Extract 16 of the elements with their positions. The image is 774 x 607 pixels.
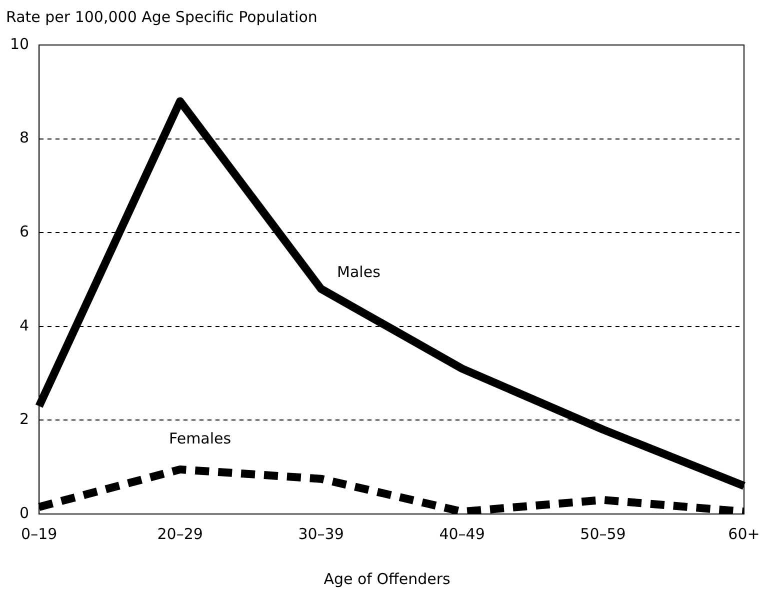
x-tick-label: 50–59 (580, 524, 626, 543)
y-tick-label: 8 (20, 128, 30, 147)
series-label: Males (337, 262, 381, 281)
x-tick-label: 0–19 (21, 524, 58, 543)
y-axis-title: Rate per 100,000 Age Specific Population (6, 8, 318, 26)
x-tick-label: 40–49 (439, 524, 485, 543)
y-tick-label: 2 (20, 410, 30, 428)
x-tick-label: 20–29 (157, 524, 203, 543)
x-tick-label: 60+ (728, 524, 760, 543)
x-axis-title: Age of Offenders (322, 570, 452, 588)
x-tick-label: 30–39 (298, 524, 344, 543)
y-tick-label: 0 (20, 504, 30, 522)
y-tick-label: 4 (20, 316, 30, 334)
y-tick-label: 10 (10, 34, 30, 53)
series-label: Females (169, 429, 232, 448)
y-tick-label: 6 (20, 222, 30, 240)
